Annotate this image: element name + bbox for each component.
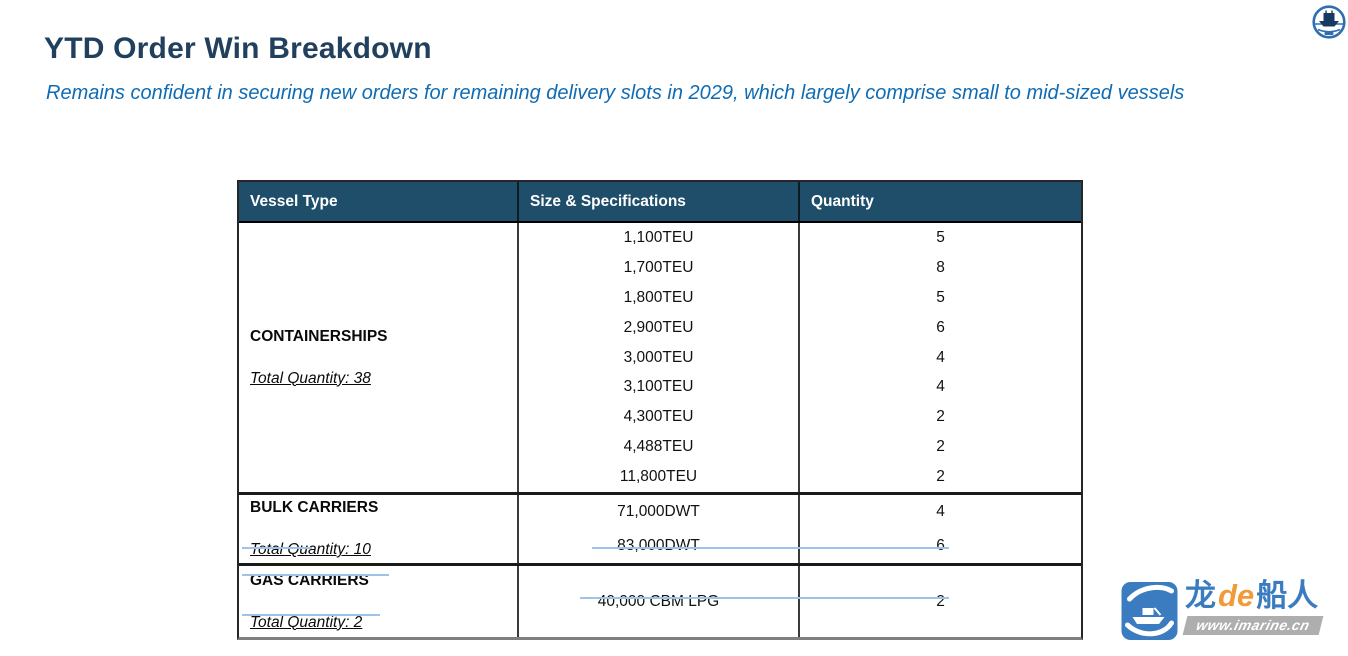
quantity-cell: 6 [936,318,945,336]
size-cell: 1,800TEU [623,288,694,306]
size-column: 1,100TEU 1,700TEU 1,800TEU 2,900TEU 3,00… [519,223,800,492]
watermark: 龙de船人 www.imarine.cn [1121,578,1324,640]
quantity-column: 4 6 [800,495,1081,563]
quantity-column: 5 8 5 6 4 4 2 2 2 [800,223,1081,492]
size-column: 71,000DWT 83,000DWT [519,495,800,563]
vessel-total-label: Total Quantity: 38 [250,369,371,387]
section-bulk-carriers: BULK CARRIERS Total Quantity: 10 71,000D… [239,495,1081,566]
vessel-type-label: BULK CARRIERS [250,499,379,516]
quantity-cell: 2 [936,438,945,456]
order-win-table: Vessel Type Size & Specifications Quanti… [237,180,1083,640]
quantity-cell: 4 [936,503,945,520]
section-containerships: CONTAINERSHIPS Total Quantity: 38 1,100T… [239,223,1081,495]
size-cell: 4,488TEU [623,438,694,456]
quantity-cell: 5 [936,228,945,246]
vessel-type-cell: GAS CARRIERS Total Quantity: 2 [239,566,519,637]
watermark-brand: 龙de船人 [1185,578,1319,613]
vessel-type-label: CONTAINERSHIPS [250,327,388,345]
vessel-type-cell: BULK CARRIERS Total Quantity: 10 [239,495,519,563]
imarine-logo-icon [1121,582,1178,640]
annotation-line [592,547,949,549]
header-size-specifications: Size & Specifications [519,182,800,221]
size-cell: 3,000TEU [623,348,694,366]
size-cell: 11,800TEU [619,468,698,486]
quantity-cell: 5 [936,288,945,306]
company-emblem-icon [1312,5,1346,39]
quantity-cell: 4 [936,378,945,396]
quantity-cell: 2 [936,408,945,426]
size-cell: 71,000DWT [617,503,700,520]
annotation-line [242,614,380,616]
size-cell: 1,100TEU [623,228,694,246]
size-cell: 40,000 CBM LPG [597,592,720,610]
quantity-cell: 6 [936,537,945,554]
page-subtitle: Remains confident in securing new orders… [46,82,1185,104]
table-header-row: Vessel Type Size & Specifications Quanti… [239,182,1081,223]
quantity-cell: 4 [936,348,945,366]
vessel-type-cell: CONTAINERSHIPS Total Quantity: 38 [239,223,519,492]
header-vessel-type: Vessel Type [239,182,519,221]
header-quantity: Quantity [811,192,874,210]
watermark-url: www.imarine.cn [1182,616,1324,635]
quantity-cell: 2 [936,592,945,610]
vessel-total-label: Total Quantity: 2 [250,613,363,631]
vessel-total-label: Total Quantity: 10 [250,541,371,558]
section-gas-carriers: GAS CARRIERS Total Quantity: 2 40,000 CB… [239,566,1081,637]
size-cell: 4,300TEU [623,408,694,426]
size-column: 40,000 CBM LPG [519,566,800,637]
annotation-line [242,547,312,549]
annotation-line [580,597,949,599]
quantity-cell: 8 [936,258,945,276]
page-title: YTD Order Win Breakdown [44,32,432,65]
annotation-line [242,574,389,576]
size-cell: 3,100TEU [623,378,694,396]
quantity-cell: 2 [936,468,945,486]
quantity-column: 2 [800,566,1081,637]
size-cell: 83,000DWT [617,537,700,554]
size-cell: 2,900TEU [623,318,694,336]
size-cell: 1,700TEU [623,258,694,276]
